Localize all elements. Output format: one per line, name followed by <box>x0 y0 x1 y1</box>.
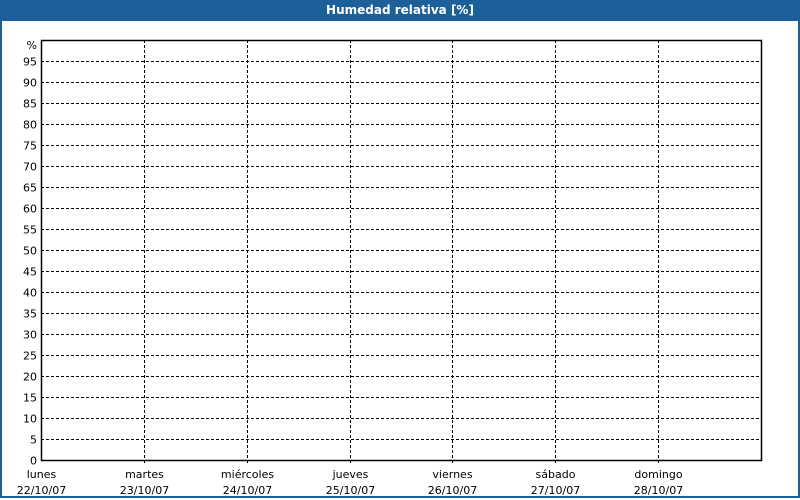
x-tick-date: 28/10/07 <box>634 484 683 497</box>
y-tick-label: 85 <box>23 98 37 111</box>
y-tick-label: 95 <box>23 56 37 69</box>
x-tick-day: jueves <box>332 468 369 481</box>
x-tick-day: viernes <box>432 468 472 481</box>
y-tick-label: 40 <box>23 287 37 300</box>
x-tick-day: lunes <box>27 468 57 481</box>
x-tick-day: martes <box>125 468 164 481</box>
x-tick-day: domingo <box>634 468 682 481</box>
y-tick-label: 55 <box>23 224 37 237</box>
y-tick-label: 35 <box>23 308 37 321</box>
x-tick-date: 25/10/07 <box>326 484 375 497</box>
x-tick-date: 24/10/07 <box>223 484 272 497</box>
x-tick-day: sábado <box>536 468 576 481</box>
chart-title: Humedad relativa [%] <box>0 0 800 21</box>
y-tick-label: 30 <box>23 329 37 342</box>
y-tick-label: 45 <box>23 266 37 279</box>
y-tick-label: 90 <box>23 77 37 90</box>
y-axis-unit-label: % <box>27 39 37 52</box>
y-tick-label: 15 <box>23 392 37 405</box>
y-tick-label: 10 <box>23 413 37 426</box>
y-tick-label: 20 <box>23 371 37 384</box>
y-tick-label: 80 <box>23 119 37 132</box>
plot-area-border <box>40 39 763 462</box>
y-tick-label: 65 <box>23 182 37 195</box>
x-tick-date: 22/10/07 <box>17 484 66 497</box>
y-tick-label: 50 <box>23 245 37 258</box>
x-tick-date: 23/10/07 <box>120 484 169 497</box>
y-tick-label: 60 <box>23 203 37 216</box>
y-tick-label: 0 <box>30 455 37 468</box>
y-tick-label: 70 <box>23 161 37 174</box>
y-tick-label: 5 <box>30 434 37 447</box>
y-tick-label: 75 <box>23 140 37 153</box>
y-tick-label: 25 <box>23 350 37 363</box>
x-tick-date: 26/10/07 <box>428 484 477 497</box>
x-tick-day: miércoles <box>221 468 274 481</box>
x-tick-date: 27/10/07 <box>531 484 580 497</box>
